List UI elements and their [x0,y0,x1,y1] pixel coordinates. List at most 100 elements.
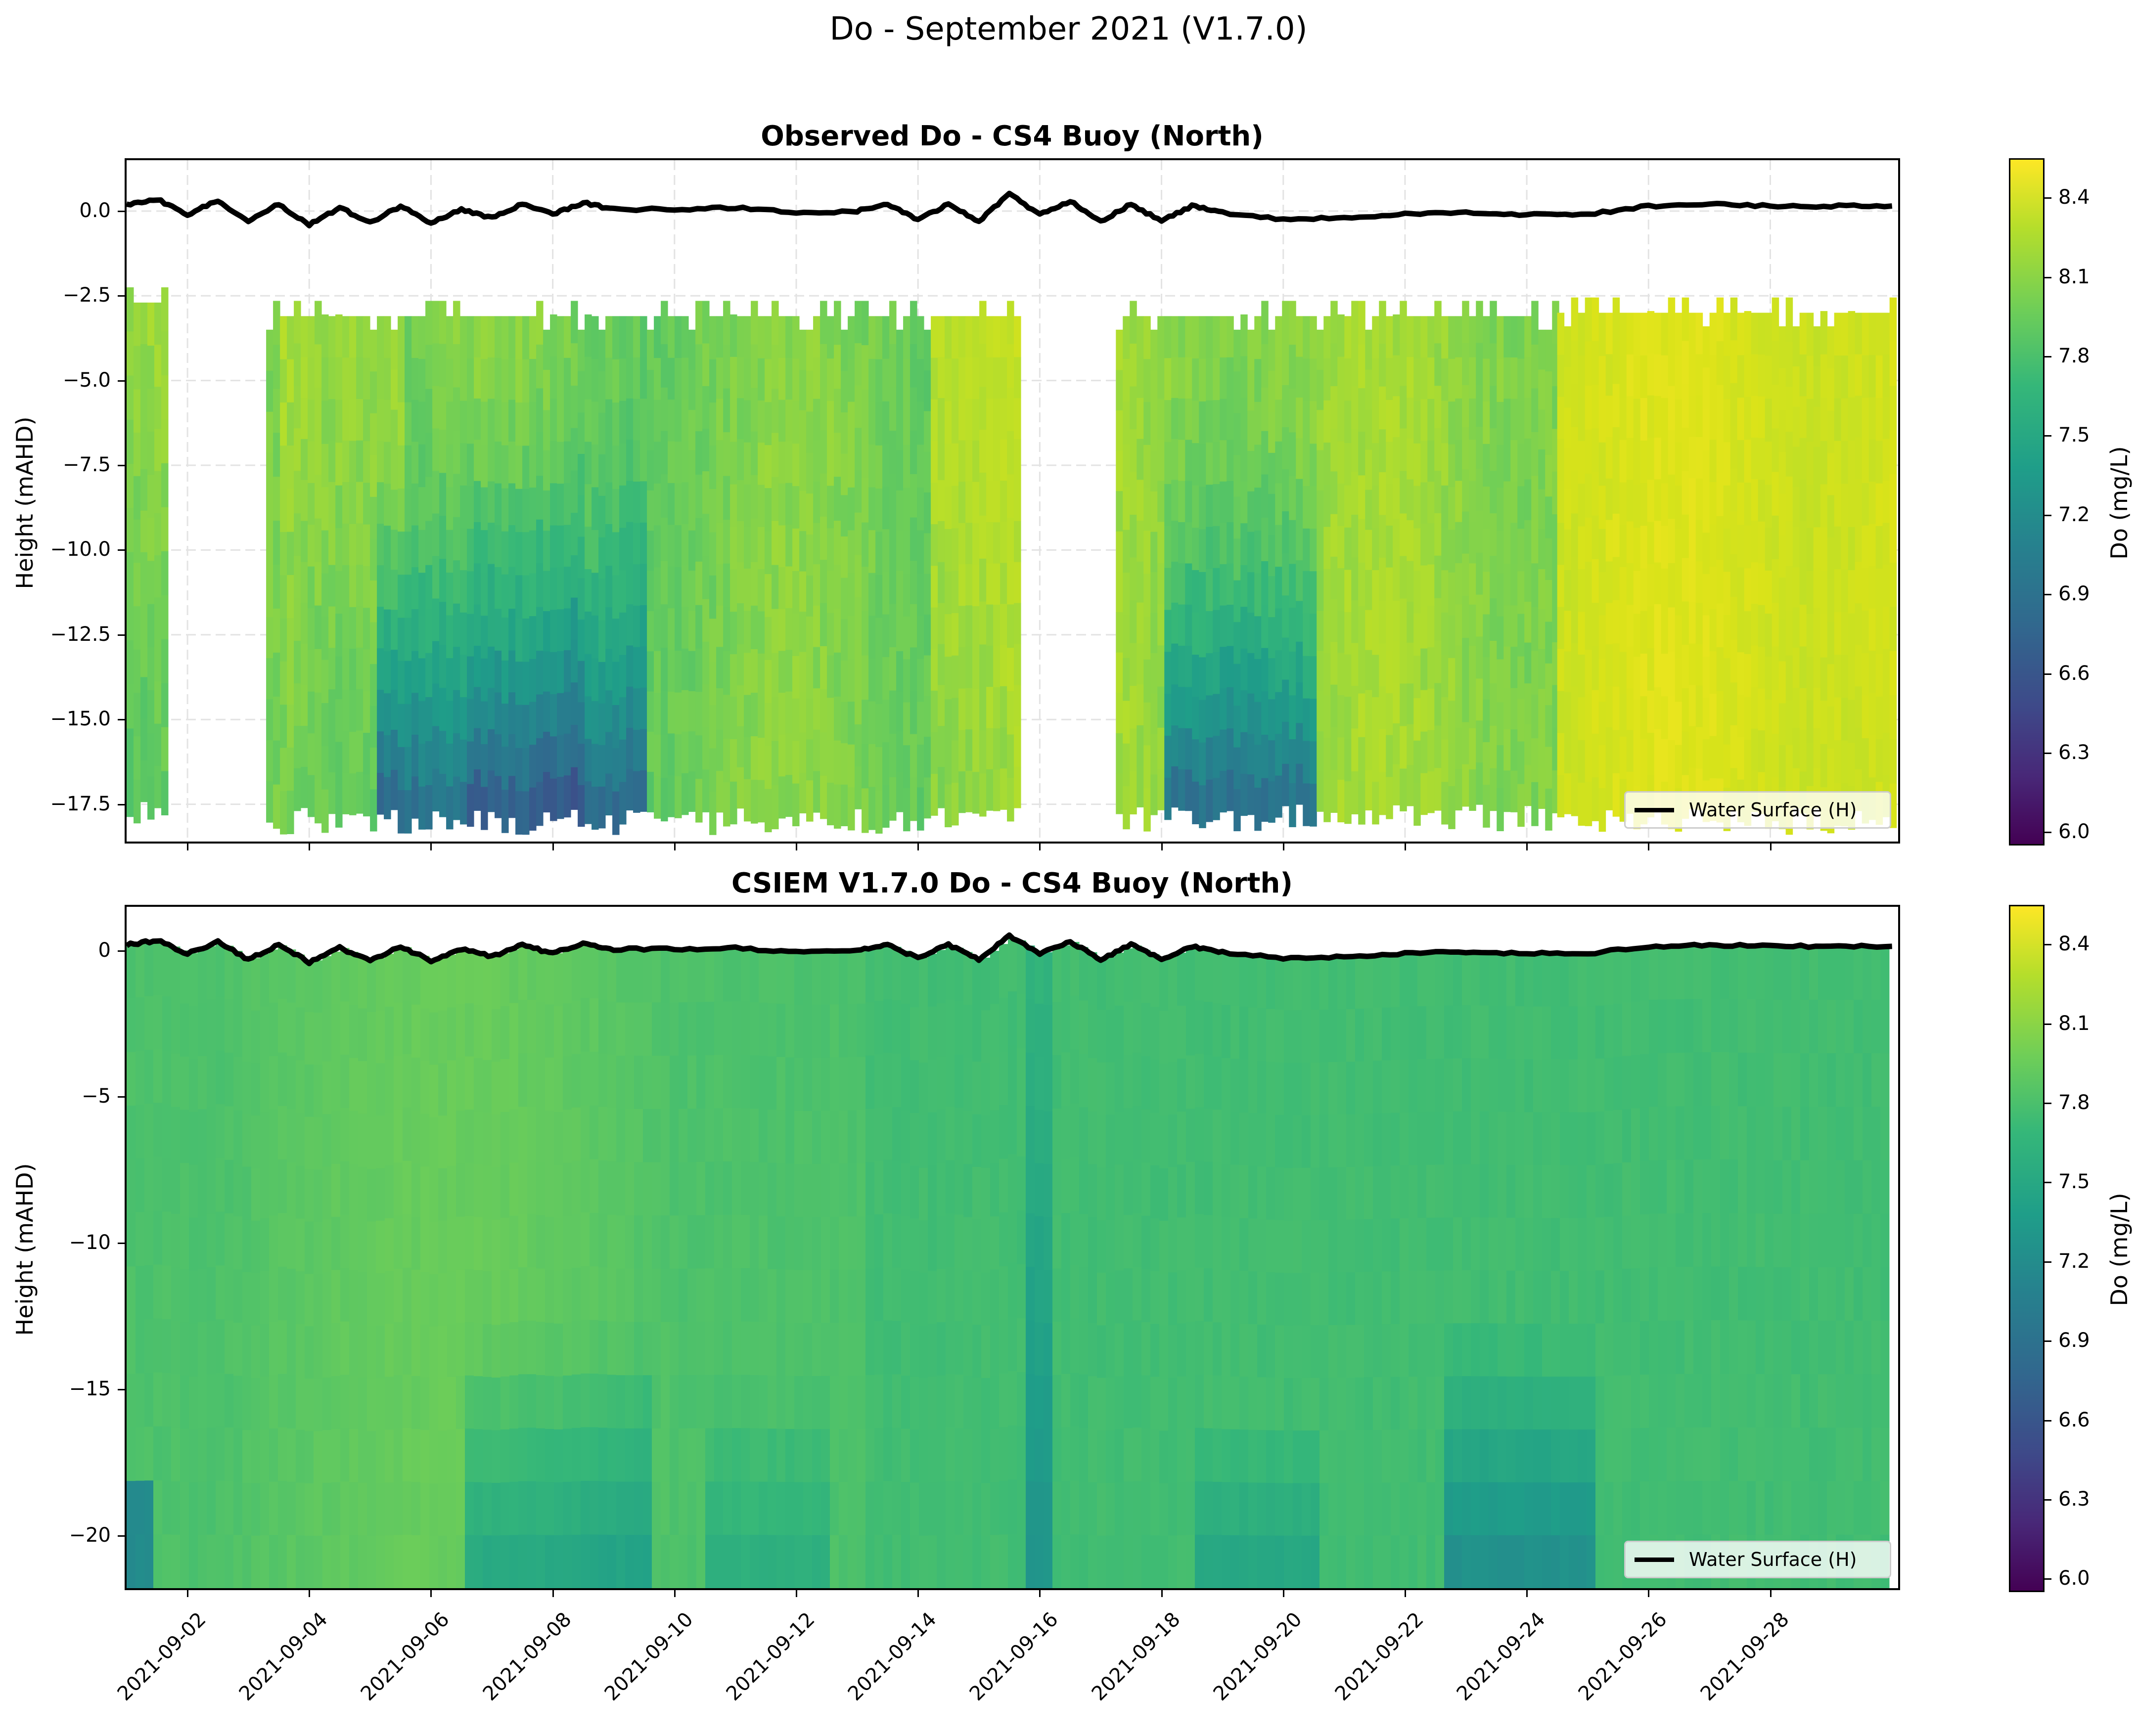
y-tick-label: −17.5 [12,793,111,815]
colorbar-label-observed: Do (mg/L) [2106,404,2133,602]
colorbar-tick-mark [2045,515,2051,516]
colorbar-tick-mark [2045,1499,2051,1501]
y-tick-label: −7.5 [12,453,111,476]
x-tick-label: 2021-09-28 [1665,1608,1793,1736]
x-tick-mark [1405,844,1406,850]
colorbar-tick-mark [2045,1340,2051,1342]
colorbar-tick-label: 6.9 [2058,582,2090,605]
colorbar-tick-label: 7.5 [2058,424,2090,446]
y-tick-mark [118,719,125,720]
y-tick-mark [118,1243,125,1244]
x-tick-mark [796,1590,797,1597]
colorbar-tick-mark [2045,277,2051,278]
x-tick-mark [1161,844,1163,850]
x-tick-label: 2021-09-22 [1300,1608,1428,1736]
colorbar-tick-mark [2045,1261,2051,1263]
y-tick-mark [118,549,125,551]
x-tick-mark [1526,844,1528,850]
colorbar-tick-label: 8.1 [2058,266,2090,288]
colorbar-tick-mark [2045,673,2051,675]
x-tick-label: 2021-09-02 [83,1608,211,1736]
observed-heatmap-plot [127,160,1898,842]
legend-label: Water Surface (H) [1689,799,1857,821]
x-tick-mark [796,844,797,850]
x-tick-mark [917,844,919,850]
x-tick-label: 2021-09-12 [691,1608,819,1736]
x-tick-mark [309,844,310,850]
colorbar-tick-mark [2045,944,2051,945]
x-tick-label: 2021-09-06 [326,1608,454,1736]
x-tick-mark [1283,844,1284,850]
x-tick-mark [1039,1590,1041,1597]
y-tick-label: −10.0 [12,538,111,561]
colorbar-tick-label: 8.4 [2058,933,2090,955]
x-tick-mark [430,1590,432,1597]
legend-model: Water Surface (H) [1624,1541,1891,1578]
colorbar-model [2009,905,2045,1592]
model-heatmap-plot [127,907,1898,1588]
y-tick-label: −15.0 [12,708,111,730]
legend-observed: Water Surface (H) [1624,791,1891,829]
x-tick-mark [1648,1590,1649,1597]
x-tick-label: 2021-09-20 [1178,1608,1306,1736]
colorbar-tick-label: 7.2 [2058,1250,2090,1273]
y-tick-label: −5.0 [12,369,111,392]
y-tick-label: −15 [12,1378,111,1400]
colorbar-tick-label: 8.4 [2058,186,2090,209]
y-tick-mark [118,295,125,297]
x-tick-label: 2021-09-04 [204,1608,332,1736]
x-tick-label: 2021-09-18 [1056,1608,1184,1736]
water-surface-line [127,193,1892,225]
x-tick-mark [1770,1590,1772,1597]
y-tick-mark [118,1535,125,1537]
legend-label: Water Surface (H) [1689,1549,1857,1570]
y-tick-label: −10 [12,1231,111,1254]
colorbar-label-model: Do (mg/L) [2106,1151,2133,1348]
colorbar-tick-label: 8.1 [2058,1012,2090,1035]
y-tick-mark [118,1389,125,1390]
colorbar-tick-label: 6.0 [2058,1567,2090,1590]
x-tick-mark [187,844,188,850]
x-tick-mark [309,1590,310,1597]
x-tick-mark [430,844,432,850]
colorbar-tick-mark [2045,197,2051,199]
y-tick-mark [118,380,125,382]
x-tick-mark [674,1590,676,1597]
x-tick-label: 2021-09-14 [813,1608,941,1736]
colorbar-tick-label: 6.3 [2058,741,2090,764]
colorbar-tick-label: 7.5 [2058,1170,2090,1193]
panel-title-observed: Observed Do - CS4 Buoy (North) [126,120,1899,152]
colorbar-tick-label: 6.0 [2058,820,2090,843]
colorbar-tick-mark [2045,753,2051,754]
colorbar-tick-label: 7.8 [2058,345,2090,367]
colorbar-tick-label: 6.6 [2058,662,2090,685]
colorbar-tick-label: 6.3 [2058,1488,2090,1511]
colorbar-observed [2009,158,2045,846]
x-tick-label: 2021-09-16 [935,1608,1063,1736]
x-tick-mark [1039,844,1041,850]
x-tick-mark [552,844,554,850]
colorbar-tick-mark [2045,1182,2051,1183]
y-tick-label: −12.5 [12,623,111,646]
colorbar-tick-mark [2045,1024,2051,1025]
observed-heatmap-axes: Water Surface (H) [125,158,1900,844]
x-tick-label: 2021-09-24 [1422,1608,1550,1736]
colorbar-tick-mark [2045,832,2051,833]
x-tick-mark [552,1590,554,1597]
y-axis-label-observed: Height (mAHD) [11,355,38,651]
colorbar-tick-mark [2045,1420,2051,1422]
x-tick-mark [1648,844,1649,850]
x-tick-label: 2021-09-10 [570,1608,698,1736]
y-tick-label: −2.5 [12,284,111,307]
colorbar-tick-label: 7.2 [2058,503,2090,526]
x-tick-mark [1161,1590,1163,1597]
y-tick-label: 0 [12,939,111,962]
figure-title: Do - September 2021 (V1.7.0) [0,11,2137,47]
x-tick-mark [187,1590,188,1597]
model-heatmap-axes: Water Surface (H) [125,905,1900,1590]
y-tick-label: −5 [12,1085,111,1108]
colorbar-tick-mark [2045,594,2051,595]
y-tick-label: 0.0 [12,199,111,222]
x-tick-label: 2021-09-26 [1544,1608,1672,1736]
y-tick-mark [118,804,125,805]
